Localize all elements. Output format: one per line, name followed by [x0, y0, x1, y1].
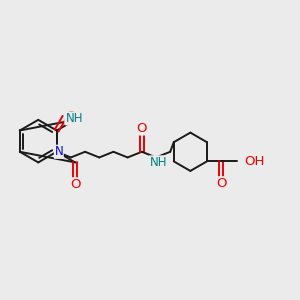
- Text: NH: NH: [149, 156, 167, 169]
- Text: NH: NH: [66, 112, 83, 125]
- Text: N: N: [54, 145, 63, 158]
- Text: O: O: [65, 110, 75, 123]
- Text: OH: OH: [244, 155, 264, 168]
- Text: O: O: [70, 178, 80, 191]
- Text: O: O: [216, 177, 226, 190]
- Text: O: O: [136, 122, 147, 135]
